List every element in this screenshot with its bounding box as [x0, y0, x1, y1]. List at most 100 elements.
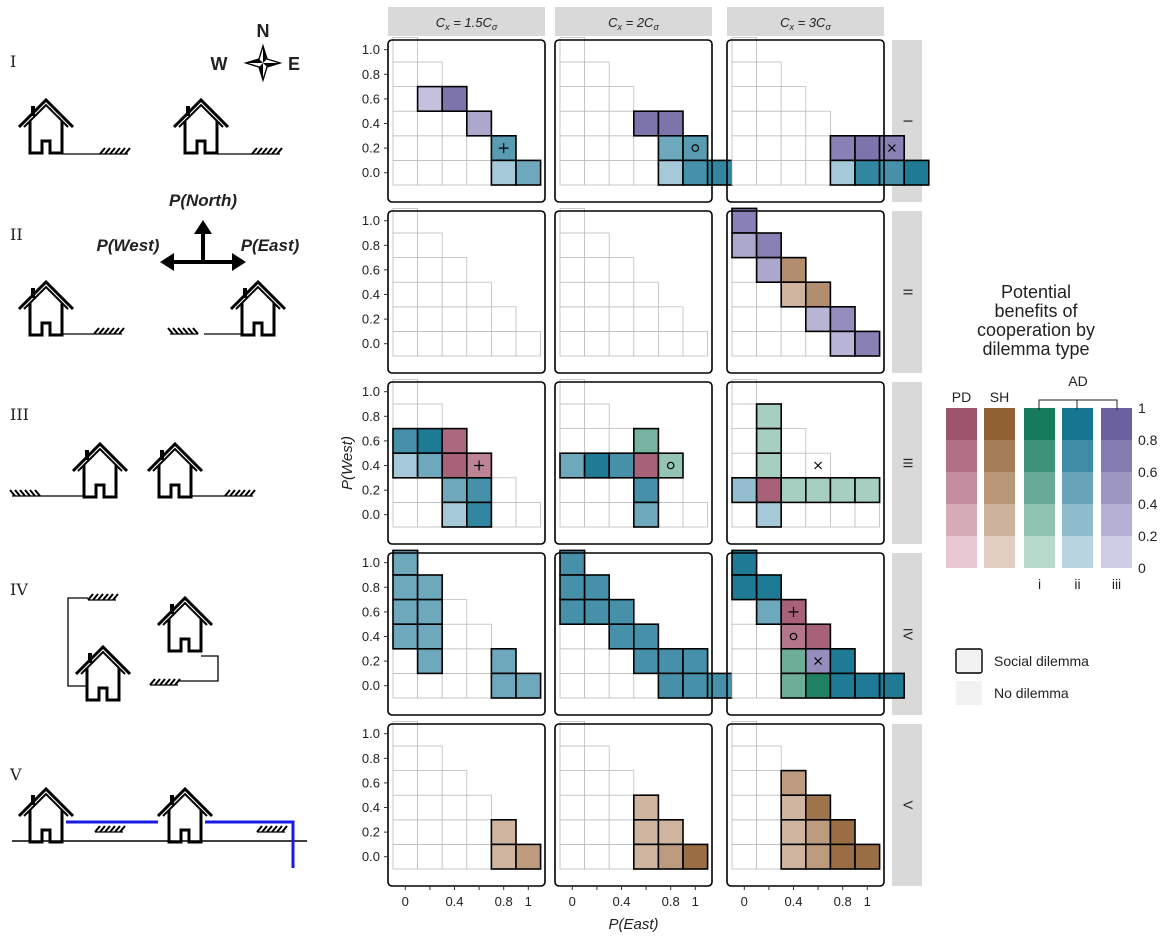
grid-cell — [805, 110, 831, 137]
house-b — [146, 441, 204, 499]
grid-cell — [756, 844, 782, 870]
grid-cell — [417, 232, 443, 259]
x-axis-title: P(East) — [608, 916, 658, 933]
marker-circle — [666, 461, 675, 470]
field-hatch — [114, 147, 121, 155]
dilemma-cell — [854, 672, 881, 699]
grid-cell — [441, 770, 468, 796]
compass-e: E — [288, 54, 300, 74]
grid-cell — [756, 110, 782, 137]
dilemma-cell — [515, 672, 542, 699]
grid-cell — [731, 599, 758, 625]
grid-cell — [731, 86, 758, 112]
y-tick-label: 0.6 — [362, 775, 380, 790]
row-strip — [892, 211, 922, 373]
grid-cell — [731, 819, 758, 845]
house-roof-outer — [156, 786, 214, 818]
panel-border — [554, 552, 713, 716]
legend-swatch — [1062, 504, 1093, 536]
dilemma-cell — [465, 501, 493, 528]
grid-cell — [559, 110, 586, 137]
row-strip-label: III — [901, 458, 916, 469]
grid-cell — [490, 477, 517, 503]
dilemma-cell — [755, 256, 782, 284]
grid-cell — [417, 110, 443, 137]
y-tick-label: 0.4 — [362, 800, 380, 815]
grid-cell — [584, 159, 610, 186]
grid-cell — [392, 232, 419, 259]
grid-cell — [780, 501, 807, 528]
dilemma-cell — [416, 598, 444, 625]
grid-cell — [756, 61, 782, 88]
arrow-north-icon — [194, 220, 212, 234]
grid-cell — [392, 110, 419, 137]
grid-cell — [731, 306, 758, 332]
grid-cell — [854, 501, 881, 528]
grid-cell — [756, 770, 782, 796]
y-tick-label: 0.4 — [362, 287, 380, 302]
column-strip-label: Cx = 3Cσ — [780, 15, 831, 32]
legend-swatch — [1062, 472, 1093, 504]
grid-cell — [608, 844, 635, 870]
y-tick-label: 0.0 — [362, 165, 380, 180]
chimney — [170, 604, 174, 614]
grid-cell — [584, 623, 610, 650]
dilemma-cell — [780, 818, 807, 846]
legend-swatch — [946, 408, 977, 440]
legend-swatch — [984, 504, 1015, 536]
panel — [554, 721, 713, 887]
grid-cell — [559, 673, 586, 699]
x-tick-label: 0 — [741, 894, 748, 909]
grid-cell — [392, 281, 419, 308]
grid-cell — [559, 770, 586, 796]
house-roof-outer — [74, 644, 132, 676]
grid-cell — [584, 648, 610, 674]
dilemma-cell — [657, 452, 684, 479]
field-hatch — [266, 825, 273, 833]
dilemma-cell — [632, 843, 660, 870]
strip-label-part: σ — [492, 22, 498, 32]
grid-cell — [608, 501, 635, 528]
legend-swatch — [1024, 536, 1055, 568]
dilemma-cell — [392, 452, 419, 479]
grid-cell — [584, 844, 610, 870]
dilemma-cell — [780, 794, 807, 821]
dilemma-cell — [755, 598, 782, 625]
grid-cell — [731, 378, 758, 405]
chimney — [88, 653, 92, 663]
grid-cell — [466, 330, 492, 357]
grid-cell — [756, 648, 782, 674]
dilemma-cell — [632, 647, 660, 675]
grid-cell — [466, 844, 492, 870]
legend-swatch — [1101, 408, 1132, 440]
grid-cell — [805, 135, 831, 161]
field-hatch — [109, 147, 116, 155]
house-roof-outer — [229, 279, 287, 311]
dilemma-cell — [559, 549, 586, 576]
field-hatch — [94, 825, 101, 833]
dilemma-cell — [780, 281, 807, 308]
field-hatch — [108, 327, 115, 335]
chimney — [170, 795, 174, 805]
dilemma-cell — [632, 476, 660, 504]
dilemma-cell — [780, 256, 807, 284]
grid-cell — [731, 135, 758, 161]
grid-cell — [417, 770, 443, 796]
house-roof-outer — [146, 441, 204, 473]
grid-cell — [441, 599, 468, 625]
grid-cell — [756, 819, 782, 845]
grid-cell — [392, 86, 419, 112]
house-walls — [28, 810, 64, 844]
grid-cell — [466, 281, 492, 308]
y-tick-label: 0.8 — [362, 751, 380, 766]
pipe-west — [67, 597, 88, 687]
grid-cell — [441, 623, 468, 650]
grid-cell — [559, 721, 586, 747]
y-tick-label: 1.0 — [362, 384, 380, 399]
grid-cell — [731, 110, 758, 137]
facet-panels — [387, 37, 930, 887]
field-hatch — [118, 327, 125, 335]
panel — [554, 549, 733, 716]
field-east-house — [256, 825, 288, 833]
row-strip-label: V — [901, 801, 916, 810]
